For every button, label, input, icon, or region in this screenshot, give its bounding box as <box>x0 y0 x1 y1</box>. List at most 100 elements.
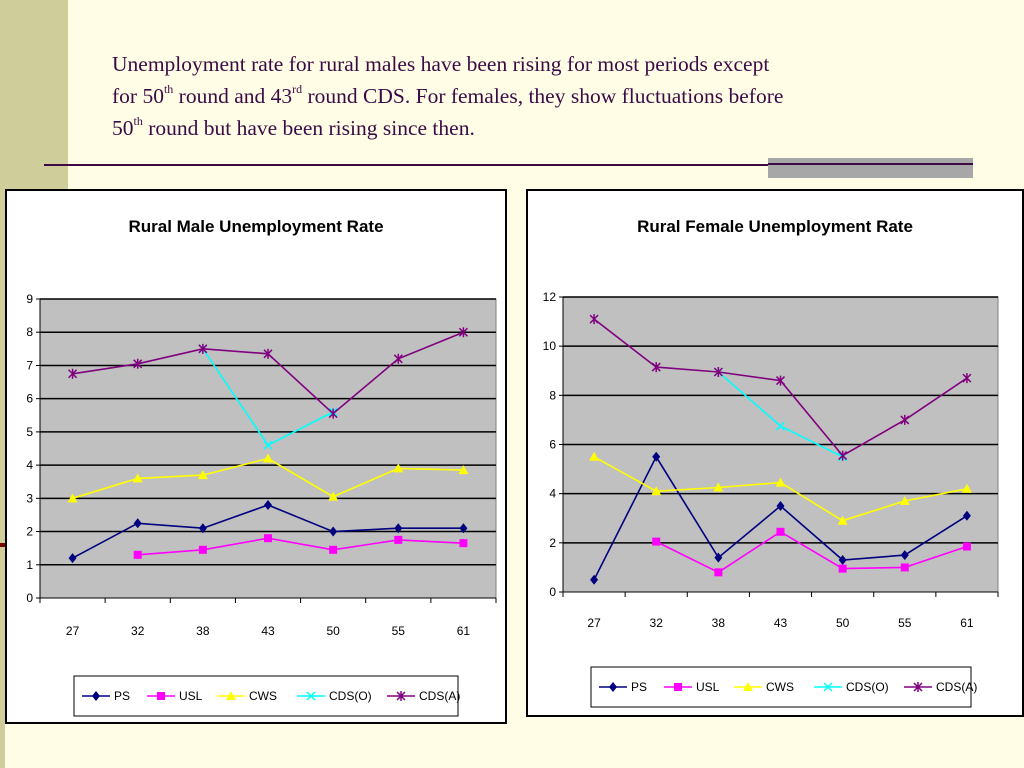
series-usl <box>652 527 971 577</box>
title-divider-bar-line <box>768 163 973 165</box>
legend-marker <box>674 683 682 691</box>
legend-marker <box>823 682 833 692</box>
legend-label: USL <box>179 689 203 703</box>
series-line <box>137 537 464 556</box>
data-point <box>264 534 272 543</box>
data-point <box>962 542 971 551</box>
data-point <box>328 491 339 501</box>
chart-title: Rural Male Unemployment Rate <box>128 217 383 236</box>
y-tick-label: 8 <box>26 325 33 339</box>
female-unemployment-chart: Rural Female Unemployment Rate 0 2 4 6 8 10 12 2… <box>543 217 999 708</box>
data-point <box>394 535 403 544</box>
heading-line-1: Unemployment rate for rural males have b… <box>112 48 992 80</box>
legend-marker <box>743 682 753 691</box>
x-tick-label: 27 <box>66 624 80 638</box>
legend-label: USL <box>696 680 720 694</box>
heading-line-1-text: Unemployment rate for rural males have b… <box>112 52 770 76</box>
x-tick-label: 32 <box>131 624 145 638</box>
data-point <box>589 451 600 461</box>
series-ps <box>68 499 468 564</box>
data-point <box>838 555 847 566</box>
data-point <box>775 375 786 386</box>
data-point <box>198 343 208 354</box>
legend-marker <box>226 691 236 700</box>
data-point <box>899 496 910 506</box>
x-tick-label: 55 <box>898 616 912 630</box>
data-point <box>458 327 468 338</box>
data-point <box>197 470 208 480</box>
data-point <box>459 523 468 534</box>
legend-marker <box>92 691 100 701</box>
heading-line-2-text-c: round CDS. For females, they show fluctu… <box>302 84 784 108</box>
data-point <box>713 482 724 492</box>
legend-marker <box>306 691 316 701</box>
y-tick-label: 9 <box>26 292 33 306</box>
y-tick-label: 0 <box>549 585 556 599</box>
data-point <box>900 550 909 561</box>
data-point <box>714 552 723 563</box>
data-point <box>198 523 207 534</box>
data-point <box>263 440 273 450</box>
heading-superscript-th: th <box>163 81 174 96</box>
x-tick-label: 27 <box>587 616 601 630</box>
y-tick-label: 6 <box>549 438 556 452</box>
y-tick-label: 7 <box>26 358 33 372</box>
chart-legend: PS USL CWS CDS(O) CDS(A) <box>590 666 977 708</box>
legend-label: CWS <box>249 689 277 703</box>
data-point <box>838 564 847 573</box>
y-tick-label: 1 <box>26 558 33 572</box>
data-point <box>263 453 273 463</box>
data-point <box>198 545 207 554</box>
series-usl <box>133 534 468 559</box>
x-tick-label: 43 <box>774 616 788 630</box>
data-point <box>837 515 848 525</box>
data-point <box>393 353 403 364</box>
data-point <box>962 373 972 384</box>
data-point <box>776 500 785 511</box>
data-point <box>900 563 909 572</box>
x-tick-label: 61 <box>960 616 974 630</box>
data-point <box>776 527 785 536</box>
legend-marker <box>157 692 165 700</box>
heading-superscript-rd: rd <box>292 81 303 96</box>
y-tick-label: 2 <box>549 536 556 550</box>
data-point <box>900 414 910 425</box>
data-point <box>132 473 143 483</box>
heading-superscript-th-2: th <box>133 113 143 128</box>
slide-heading: Unemployment rate for rural males have b… <box>112 48 992 144</box>
heading-line-3-text-a: 50 <box>112 116 134 140</box>
y-tick-label: 4 <box>549 487 556 501</box>
title-divider <box>44 164 772 166</box>
series-ps <box>590 451 971 585</box>
legend-label: PS <box>114 689 130 703</box>
y-tick-label: 0 <box>26 591 33 605</box>
data-point <box>590 574 599 585</box>
heading-line-2: for 50th round and 43rd round CDS. For f… <box>112 80 992 112</box>
series-cdsa <box>68 327 468 419</box>
data-point <box>652 451 661 462</box>
female-chart-panel: Rural Female Unemployment Rate 0 2 4 6 8 10 12 2… <box>526 189 1024 717</box>
x-tick-label: 55 <box>392 624 406 638</box>
data-point <box>775 477 786 487</box>
data-point <box>133 550 142 559</box>
x-tick-label: 38 <box>712 616 726 630</box>
legend-label: CDS(A) <box>936 680 977 694</box>
data-point <box>394 523 403 534</box>
data-point <box>775 421 786 431</box>
heading-line-3-text-b: round but have been rising since then. <box>142 116 475 140</box>
y-tick-label: 6 <box>26 392 33 406</box>
data-point <box>589 314 599 325</box>
data-point <box>68 368 78 379</box>
x-tick-label: 50 <box>326 624 340 638</box>
data-point <box>393 463 404 473</box>
y-tick-label: 5 <box>26 425 33 439</box>
y-tick-label: 8 <box>549 388 556 402</box>
data-point <box>962 510 971 521</box>
data-point <box>328 408 338 419</box>
data-point <box>651 486 662 496</box>
data-point <box>263 348 273 359</box>
heading-line-2-text-b: round and 43 <box>173 84 293 108</box>
y-tick-label: 4 <box>26 458 33 472</box>
series-cws <box>589 451 972 525</box>
title-divider-bar <box>768 158 973 178</box>
